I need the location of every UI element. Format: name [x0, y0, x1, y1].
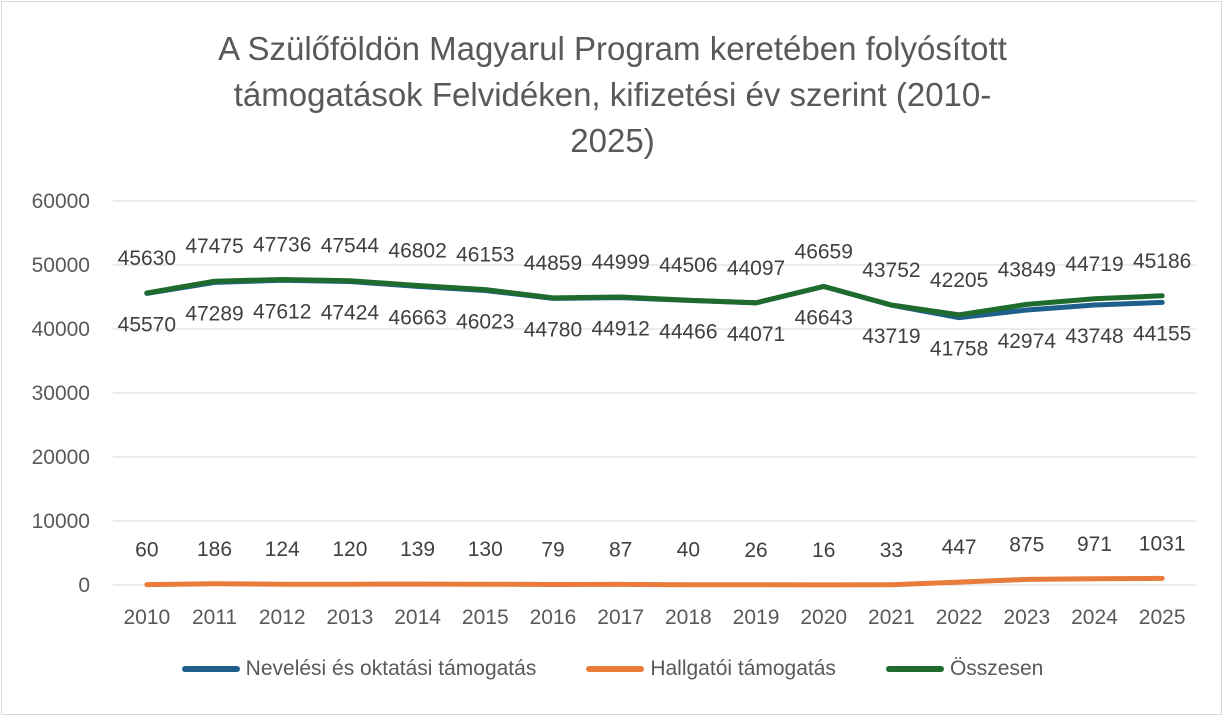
legend-item-osszesen[interactable]: Összesen — [885, 657, 1044, 681]
data-label-hallgatoi: 124 — [265, 538, 300, 561]
x-tick-label: 2025 — [1139, 606, 1186, 629]
data-label-hallgatoi: 447 — [942, 536, 977, 559]
data-label-nevelesi: 44912 — [591, 318, 649, 341]
data-label-hallgatoi: 139 — [400, 538, 435, 561]
legend: Nevelési és oktatási támogatás Hallgatói… — [0, 657, 1225, 681]
x-tick-label: 2013 — [327, 606, 374, 629]
data-label-hallgatoi: 120 — [332, 538, 367, 561]
data-label-osszesen: 44859 — [524, 252, 582, 275]
chart-title-line-2: támogatások Felvidéken, kifizetési év sz… — [233, 76, 992, 113]
data-label-hallgatoi: 186 — [197, 538, 232, 561]
legend-swatch-osszesen — [885, 666, 944, 672]
data-label-nevelesi: 41758 — [930, 338, 988, 361]
data-label-osszesen: 45186 — [1133, 250, 1191, 273]
data-label-hallgatoi: 79 — [541, 538, 564, 561]
legend-label-hallgatoi: Hallgatói támogatás — [650, 657, 836, 680]
y-axis-ticks: 0 10000 20000 30000 40000 50000 60000 — [32, 190, 90, 597]
data-labels: 45570 47289 47612 47424 46663 46023 44780 44912… — [118, 233, 1192, 561]
legend-item-hallgatoi[interactable]: Hallgatói támogatás — [586, 657, 836, 681]
chart-title-line-3: 2025) — [570, 122, 655, 159]
x-tick-label: 2022 — [936, 606, 983, 629]
legend-label-osszesen: Összesen — [949, 657, 1044, 680]
data-label-nevelesi: 43719 — [862, 325, 920, 348]
legend-item-nevelesi[interactable]: Nevelési és oktatási támogatás — [181, 657, 537, 681]
data-label-nevelesi: 46643 — [795, 306, 853, 329]
data-label-nevelesi: 47424 — [321, 301, 380, 324]
data-label-osszesen: 42205 — [930, 269, 988, 292]
x-axis-ticks: 2010 2011 2012 2013 2014 2015 2016 2017 2018 2019… — [123, 606, 1185, 629]
data-label-osszesen: 46153 — [456, 244, 514, 267]
data-label-nevelesi: 44780 — [524, 318, 582, 341]
series-line-osszesen — [144, 277, 1165, 318]
data-label-nevelesi: 42974 — [998, 330, 1057, 353]
x-tick-label: 2017 — [597, 606, 644, 629]
data-label-osszesen: 47544 — [321, 235, 380, 258]
y-tick-label: 0 — [78, 574, 90, 597]
x-tick-label: 2010 — [123, 606, 170, 629]
legend-swatch-hallgatoi — [586, 666, 645, 672]
data-label-hallgatoi: 1031 — [1139, 532, 1186, 555]
y-tick-label: 10000 — [32, 510, 90, 533]
x-tick-label: 2011 — [192, 606, 237, 629]
legend-swatch-nevelesi — [181, 666, 240, 672]
data-label-nevelesi: 44155 — [1133, 322, 1191, 345]
data-label-hallgatoi: 33 — [880, 539, 903, 562]
data-label-osszesen: 44999 — [591, 251, 649, 274]
data-label-osszesen: 46659 — [795, 240, 853, 263]
x-tick-label: 2012 — [259, 606, 306, 629]
chart-title: A Szülőföldön Magyarul Program keretében… — [0, 26, 1225, 164]
data-label-nevelesi: 45570 — [118, 313, 176, 336]
x-tick-label: 2020 — [800, 606, 847, 629]
y-tick-label: 50000 — [32, 254, 90, 277]
series-lines — [144, 277, 1165, 588]
data-label-nevelesi: 47612 — [253, 300, 311, 323]
x-tick-label: 2016 — [530, 606, 577, 629]
data-label-hallgatoi: 130 — [468, 538, 503, 561]
data-label-osszesen: 44506 — [659, 254, 717, 277]
data-label-osszesen: 44097 — [727, 257, 785, 280]
x-tick-label: 2023 — [1003, 606, 1050, 629]
data-label-hallgatoi: 60 — [135, 539, 158, 562]
y-tick-label: 40000 — [32, 318, 90, 341]
y-tick-label: 60000 — [32, 190, 90, 213]
legend-label-nevelesi: Nevelési és oktatási támogatás — [245, 657, 537, 680]
y-tick-label: 20000 — [32, 446, 90, 469]
data-label-hallgatoi: 26 — [744, 539, 767, 562]
data-label-nevelesi: 43748 — [1065, 325, 1123, 348]
data-label-osszesen: 44719 — [1065, 253, 1123, 276]
x-tick-label: 2024 — [1071, 606, 1118, 629]
chart-title-line-1: A Szülőföldön Magyarul Program keretében… — [218, 30, 1007, 67]
data-label-nevelesi: 44466 — [659, 320, 717, 343]
data-label-osszesen: 47475 — [185, 235, 243, 258]
series-line-hallgatoi — [144, 575, 1165, 588]
data-label-nevelesi: 47289 — [185, 302, 243, 325]
data-label-hallgatoi: 16 — [812, 539, 835, 562]
data-label-osszesen: 46802 — [388, 239, 446, 262]
y-tick-label: 30000 — [32, 382, 90, 405]
x-tick-label: 2021 — [868, 606, 915, 629]
data-label-hallgatoi: 40 — [677, 539, 700, 562]
x-tick-label: 2015 — [462, 606, 509, 629]
data-label-osszesen: 47736 — [253, 233, 311, 256]
data-label-hallgatoi: 971 — [1077, 533, 1112, 556]
data-label-hallgatoi: 875 — [1009, 533, 1044, 556]
x-tick-label: 2018 — [665, 606, 712, 629]
data-label-nevelesi: 44071 — [727, 323, 785, 346]
x-tick-label: 2019 — [733, 606, 780, 629]
data-label-hallgatoi: 87 — [609, 538, 632, 561]
data-label-nevelesi: 46023 — [456, 310, 514, 333]
x-tick-label: 2014 — [394, 606, 441, 629]
data-label-nevelesi: 46663 — [388, 306, 446, 329]
data-label-osszesen: 45630 — [118, 247, 176, 270]
data-label-osszesen: 43752 — [862, 259, 920, 282]
data-label-osszesen: 43849 — [998, 258, 1056, 281]
